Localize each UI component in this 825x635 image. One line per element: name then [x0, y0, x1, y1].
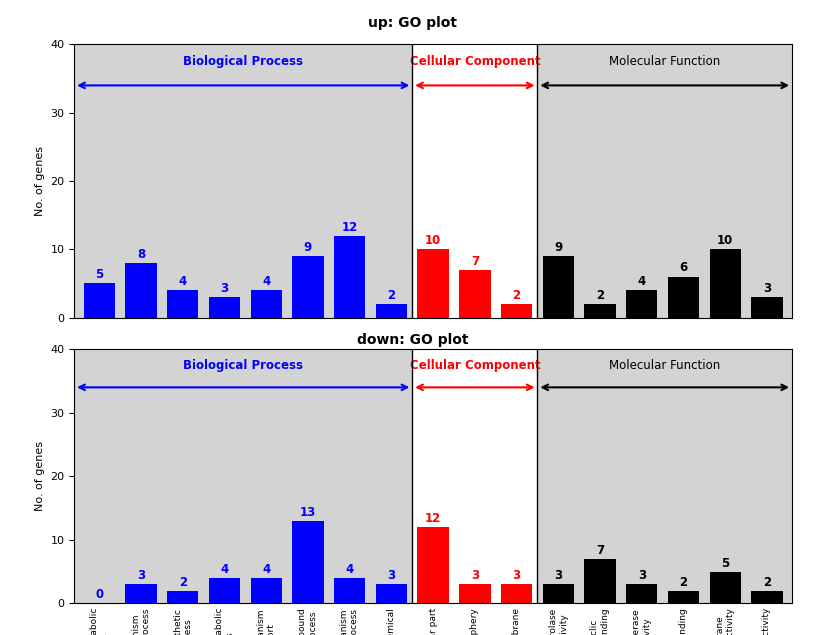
Bar [460, 584, 491, 603]
Text: Biological Process: Biological Process [183, 55, 304, 68]
Bar [292, 521, 323, 603]
Text: 2: 2 [763, 576, 771, 589]
Text: 2: 2 [179, 576, 186, 589]
Bar [167, 290, 198, 318]
Bar [668, 591, 699, 603]
Text: 2: 2 [680, 576, 687, 589]
Bar [417, 527, 449, 603]
Text: 5: 5 [95, 269, 103, 281]
Text: Molecular Function: Molecular Function [609, 359, 720, 371]
Text: 3: 3 [220, 282, 229, 295]
Text: 12: 12 [342, 220, 358, 234]
Text: 8: 8 [137, 248, 145, 261]
Bar [251, 290, 282, 318]
Text: 0: 0 [95, 589, 103, 601]
Text: 2: 2 [596, 289, 604, 302]
Bar [543, 584, 574, 603]
Text: 4: 4 [638, 275, 646, 288]
Text: 9: 9 [304, 241, 312, 254]
Bar [417, 250, 449, 318]
Bar [125, 263, 157, 318]
Bar [584, 304, 615, 318]
Text: 2: 2 [387, 289, 395, 302]
Bar [375, 304, 407, 318]
Bar [209, 297, 240, 318]
Text: Cellular Component: Cellular Component [409, 55, 540, 68]
Y-axis label: No. of genes: No. of genes [35, 146, 45, 216]
Bar [584, 559, 615, 603]
Text: 4: 4 [179, 275, 187, 288]
Text: 4: 4 [262, 563, 271, 576]
Bar [209, 578, 240, 603]
Text: 3: 3 [554, 570, 563, 582]
Bar [501, 584, 532, 603]
Text: 2: 2 [512, 289, 521, 302]
Bar [668, 277, 699, 318]
Bar [334, 578, 365, 603]
Text: 4: 4 [262, 275, 271, 288]
Bar [752, 591, 783, 603]
Bar [412, 349, 537, 603]
Bar [710, 250, 741, 318]
Bar [167, 591, 198, 603]
Text: 6: 6 [679, 262, 687, 274]
Text: 7: 7 [596, 544, 604, 557]
Text: 7: 7 [471, 255, 479, 268]
Text: 3: 3 [137, 570, 145, 582]
Text: 10: 10 [425, 234, 441, 247]
Bar [125, 584, 157, 603]
Text: 3: 3 [763, 282, 771, 295]
Bar [752, 297, 783, 318]
Text: down: GO plot: down: GO plot [356, 333, 469, 347]
Text: 3: 3 [638, 570, 646, 582]
Bar [83, 283, 115, 318]
Text: 12: 12 [425, 512, 441, 525]
Bar [543, 256, 574, 318]
Bar [501, 304, 532, 318]
Text: Cellular Component: Cellular Component [409, 359, 540, 371]
Text: 13: 13 [299, 506, 316, 519]
Text: up: GO plot: up: GO plot [368, 16, 457, 30]
Text: 10: 10 [717, 234, 733, 247]
Text: 4: 4 [346, 563, 354, 576]
Bar [626, 290, 658, 318]
Text: 4: 4 [220, 563, 229, 576]
Text: Molecular Function: Molecular Function [609, 55, 720, 68]
Text: 9: 9 [554, 241, 563, 254]
Text: Biological Process: Biological Process [183, 359, 304, 371]
Bar [251, 578, 282, 603]
Bar [460, 270, 491, 318]
Bar [375, 584, 407, 603]
Bar [292, 256, 323, 318]
Text: 3: 3 [512, 570, 521, 582]
Bar [334, 236, 365, 318]
Bar [412, 44, 537, 318]
Text: 3: 3 [387, 570, 395, 582]
Bar [626, 584, 658, 603]
Text: 3: 3 [471, 570, 479, 582]
Text: 5: 5 [721, 557, 729, 570]
Y-axis label: No. of genes: No. of genes [35, 441, 45, 511]
Bar [710, 572, 741, 603]
